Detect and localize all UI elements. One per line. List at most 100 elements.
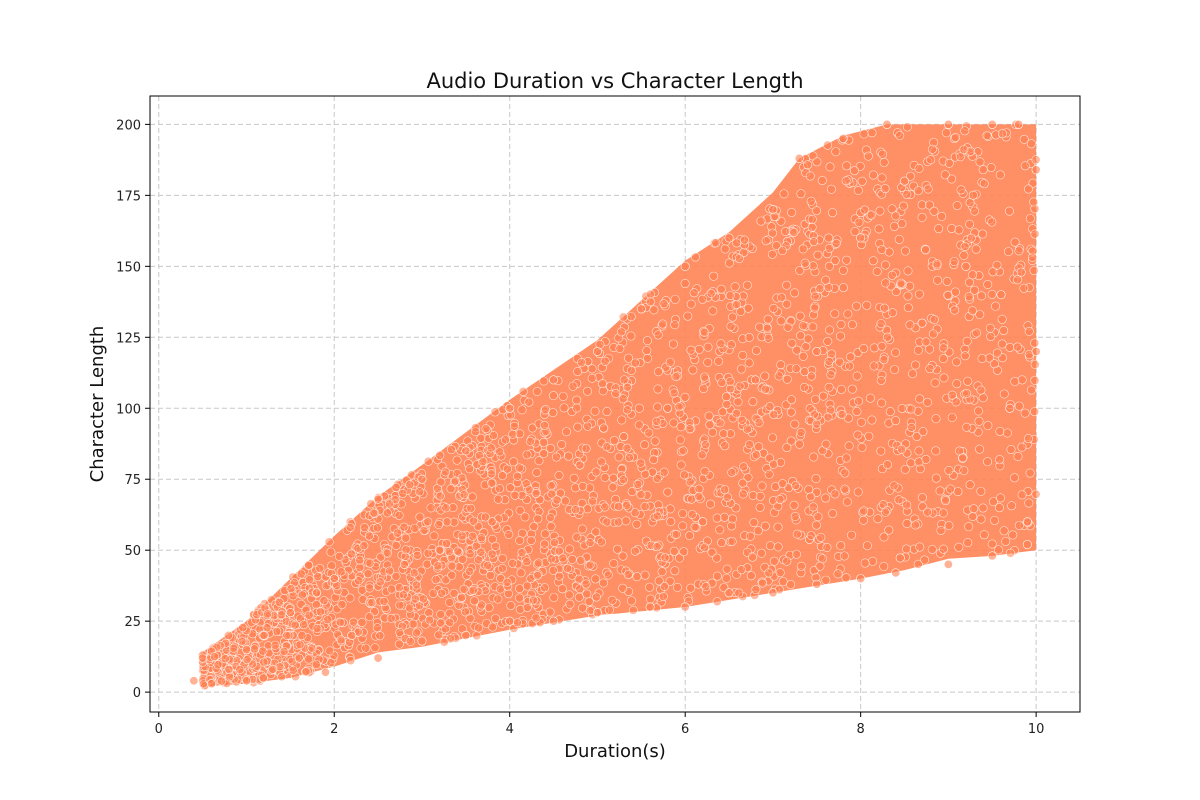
data-point xyxy=(529,522,539,532)
data-points xyxy=(189,119,1041,691)
data-point xyxy=(557,584,567,594)
data-point xyxy=(778,577,788,587)
data-point xyxy=(398,488,408,498)
data-point xyxy=(917,318,927,328)
plot-frame xyxy=(149,95,1081,713)
data-point xyxy=(942,276,952,286)
data-point xyxy=(522,603,532,613)
data-point xyxy=(972,328,982,338)
data-point xyxy=(607,595,617,605)
data-point xyxy=(687,509,697,519)
data-point xyxy=(856,574,866,584)
data-point xyxy=(588,496,598,506)
data-point xyxy=(385,566,395,576)
data-point xyxy=(700,372,710,382)
data-point xyxy=(853,396,863,406)
data-point xyxy=(813,250,823,260)
data-point xyxy=(490,613,500,623)
data-point xyxy=(894,495,904,505)
data-point xyxy=(315,563,325,573)
data-point xyxy=(826,370,836,380)
data-point xyxy=(914,289,924,299)
data-point xyxy=(435,545,445,555)
data-point xyxy=(585,560,595,570)
data-point xyxy=(608,473,618,483)
data-point xyxy=(686,345,696,355)
data-point xyxy=(947,412,957,422)
data-point xyxy=(441,575,451,585)
data-point xyxy=(540,529,550,539)
data-point xyxy=(749,518,759,528)
data-point xyxy=(591,592,601,602)
data-point xyxy=(473,555,483,565)
data-point xyxy=(549,375,559,385)
data-point xyxy=(705,420,715,430)
data-point xyxy=(824,243,834,253)
data-point xyxy=(700,466,710,476)
data-point xyxy=(929,315,939,325)
data-point xyxy=(609,558,619,568)
data-point xyxy=(845,361,855,371)
data-point xyxy=(987,551,997,561)
data-point xyxy=(599,578,609,588)
data-point xyxy=(435,491,445,501)
data-point xyxy=(932,259,942,269)
data-point xyxy=(570,505,580,515)
data-point xyxy=(950,305,960,315)
data-point xyxy=(329,574,339,584)
data-point xyxy=(732,238,742,248)
data-point xyxy=(728,514,738,524)
data-point xyxy=(751,450,761,460)
data-point xyxy=(773,522,783,532)
data-point xyxy=(549,592,559,602)
data-point xyxy=(652,511,662,521)
data-point xyxy=(986,163,996,173)
data-point xyxy=(290,620,300,630)
data-point xyxy=(1024,326,1034,336)
data-point xyxy=(564,451,574,461)
data-point xyxy=(982,131,992,141)
data-point xyxy=(703,342,713,352)
data-point xyxy=(238,623,248,633)
data-point xyxy=(891,416,901,426)
data-point xyxy=(616,327,626,337)
data-point xyxy=(921,245,931,255)
data-point xyxy=(736,306,746,316)
data-point xyxy=(960,126,970,136)
data-point xyxy=(476,533,486,543)
data-point xyxy=(970,206,980,216)
data-point xyxy=(412,580,422,590)
data-point xyxy=(926,155,936,165)
data-point xyxy=(964,277,974,287)
data-point xyxy=(945,484,955,494)
data-point xyxy=(423,548,433,558)
x-tick-label: 8 xyxy=(857,722,865,737)
x-axis-title: Duration(s) xyxy=(564,741,666,762)
data-point xyxy=(786,407,796,417)
data-point xyxy=(755,491,765,501)
data-point xyxy=(706,288,716,298)
data-point xyxy=(920,555,930,565)
data-point xyxy=(319,596,329,606)
data-point xyxy=(1020,408,1030,418)
data-point xyxy=(668,339,678,349)
data-point xyxy=(468,531,478,541)
data-point xyxy=(634,420,644,430)
data-point xyxy=(902,189,912,199)
data-point xyxy=(336,635,346,645)
data-point xyxy=(1010,237,1020,247)
data-point xyxy=(731,408,741,418)
data-point xyxy=(409,568,419,578)
data-point xyxy=(453,546,463,556)
data-point xyxy=(874,224,884,234)
data-point xyxy=(583,421,593,431)
data-point xyxy=(657,567,667,577)
data-point xyxy=(484,603,494,613)
data-point xyxy=(301,667,311,677)
data-point xyxy=(775,568,785,578)
data-point xyxy=(688,365,698,375)
data-point xyxy=(660,553,670,563)
data-point xyxy=(842,161,852,171)
data-point xyxy=(786,436,796,446)
data-point xyxy=(379,596,389,606)
